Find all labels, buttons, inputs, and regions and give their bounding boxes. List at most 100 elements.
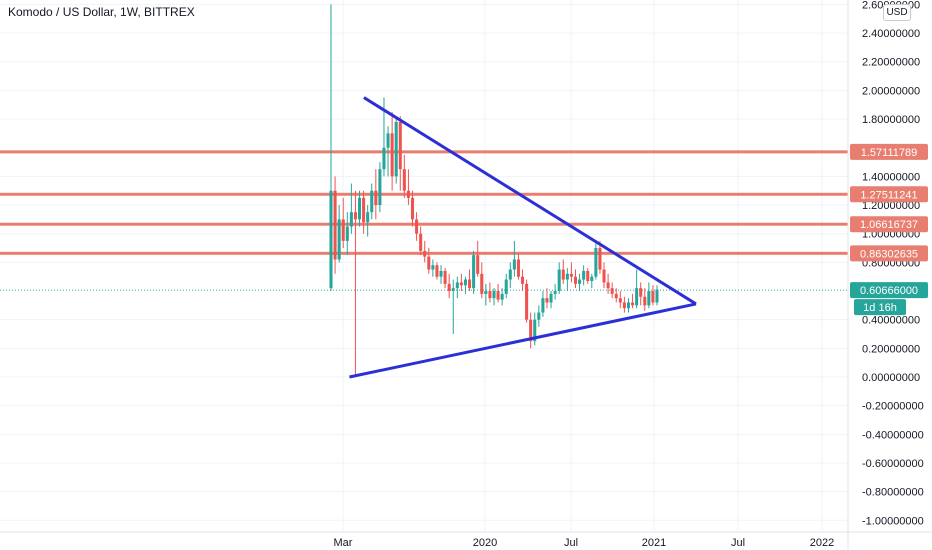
candle-body xyxy=(419,233,423,251)
chart-title: Komodo / US Dollar, 1W, BITTREX xyxy=(8,5,195,19)
candle-body xyxy=(565,273,569,280)
candle-body xyxy=(341,219,345,241)
horizontal-level-line xyxy=(0,150,848,154)
candle-body xyxy=(516,259,520,277)
candles xyxy=(329,4,659,377)
level-price-label: 1.57111789 xyxy=(861,147,917,159)
candle-body xyxy=(410,197,415,220)
candle-body xyxy=(337,219,341,260)
candle-body xyxy=(647,291,651,306)
candle-body xyxy=(602,269,606,283)
candle-body xyxy=(622,302,626,309)
candle-body xyxy=(484,291,488,294)
candle-body xyxy=(618,298,622,303)
candle-body xyxy=(626,302,631,309)
candle-body xyxy=(610,288,614,294)
candle-body xyxy=(423,250,427,257)
candle-body xyxy=(378,169,382,206)
candle-body xyxy=(427,256,431,270)
countdown-label: 1d 16h xyxy=(863,302,897,314)
level-price-label-bg xyxy=(850,245,928,262)
candle-body xyxy=(435,265,439,277)
y-tick-label: 2.40000000 xyxy=(862,28,920,40)
level-price-label: 1.06616737 xyxy=(860,219,918,231)
candle-body xyxy=(431,265,435,270)
candle-body xyxy=(496,291,500,300)
candle-body xyxy=(537,312,541,320)
current-price-label-bg xyxy=(850,282,928,299)
y-tick-label: -0.60000000 xyxy=(862,458,924,470)
candle-body xyxy=(443,270,447,284)
y-tick-label: 2.20000000 xyxy=(862,57,920,69)
candle-body xyxy=(586,270,590,281)
level-price-label: 1.27511241 xyxy=(860,189,917,201)
candle-body xyxy=(362,197,366,223)
candle-body xyxy=(525,283,529,320)
candle-body xyxy=(651,291,655,303)
y-tick-label: -0.20000000 xyxy=(862,401,924,413)
candle-body xyxy=(476,255,480,274)
candle-body xyxy=(578,279,582,284)
candle-body xyxy=(349,212,353,227)
candle-body xyxy=(329,190,333,289)
candle-body xyxy=(390,133,394,177)
candle-body xyxy=(463,279,468,286)
x-tick-label: 2022 xyxy=(810,537,834,549)
candle-body xyxy=(594,248,598,277)
y-tick-label: 0.20000000 xyxy=(862,343,920,355)
candle-body xyxy=(488,291,492,299)
candle-body xyxy=(631,302,635,306)
candle-body xyxy=(492,291,496,299)
x-tick-label: 2020 xyxy=(473,537,497,549)
candle-body xyxy=(606,282,610,289)
candle-body xyxy=(639,288,643,297)
candle-body xyxy=(553,291,557,294)
trend-lines xyxy=(349,96,697,379)
horizontal-level-line xyxy=(0,222,848,226)
level-price-label-bg xyxy=(850,216,928,233)
candle-body xyxy=(504,279,508,294)
candle-body xyxy=(398,121,402,170)
x-tick-label: 2021 xyxy=(642,537,666,549)
y-tick-label: -1.00000000 xyxy=(862,515,924,527)
level-price-label: 0.86302635 xyxy=(860,248,918,260)
candle-body xyxy=(386,133,390,148)
candle-body xyxy=(406,190,410,198)
y-tick-label: 0.40000000 xyxy=(862,315,920,327)
candle-body xyxy=(541,298,545,313)
grid-lines xyxy=(0,0,848,532)
level-price-label-bg xyxy=(850,143,928,160)
candle-body xyxy=(333,190,337,260)
candle-body xyxy=(655,289,659,303)
candle-body xyxy=(345,226,349,241)
x-tick-label: Mar xyxy=(334,537,353,549)
time-axis: Mar 2020 Jul 2021 Jul 2022 xyxy=(334,537,835,549)
candle-body xyxy=(451,288,455,292)
candle-body xyxy=(569,273,573,277)
candle-body xyxy=(643,296,647,306)
candle-body xyxy=(357,197,362,220)
candle-body xyxy=(573,276,578,284)
candle-body xyxy=(590,276,594,281)
x-tick-label: Jul xyxy=(731,537,745,549)
y-tick-label: 0.00000000 xyxy=(862,372,920,384)
candle-body xyxy=(635,288,639,306)
candle-body xyxy=(353,212,357,220)
y-tick-label: -0.80000000 xyxy=(862,487,924,499)
candle-body xyxy=(370,190,374,213)
candle-body xyxy=(520,276,525,284)
currency-selector[interactable]: USD xyxy=(883,4,911,21)
horizontal-level-line xyxy=(0,192,848,196)
candle-body xyxy=(533,319,537,342)
candle-body xyxy=(459,282,463,286)
y-tick-label: 1.20000000 xyxy=(862,200,920,212)
candle-body xyxy=(557,269,561,292)
candle-body xyxy=(447,283,451,292)
candle-body xyxy=(549,293,553,303)
candle-body xyxy=(480,273,484,294)
candle-body xyxy=(366,212,370,223)
candle-body xyxy=(598,248,602,270)
candle-body xyxy=(582,270,586,280)
candle-body xyxy=(439,270,443,277)
